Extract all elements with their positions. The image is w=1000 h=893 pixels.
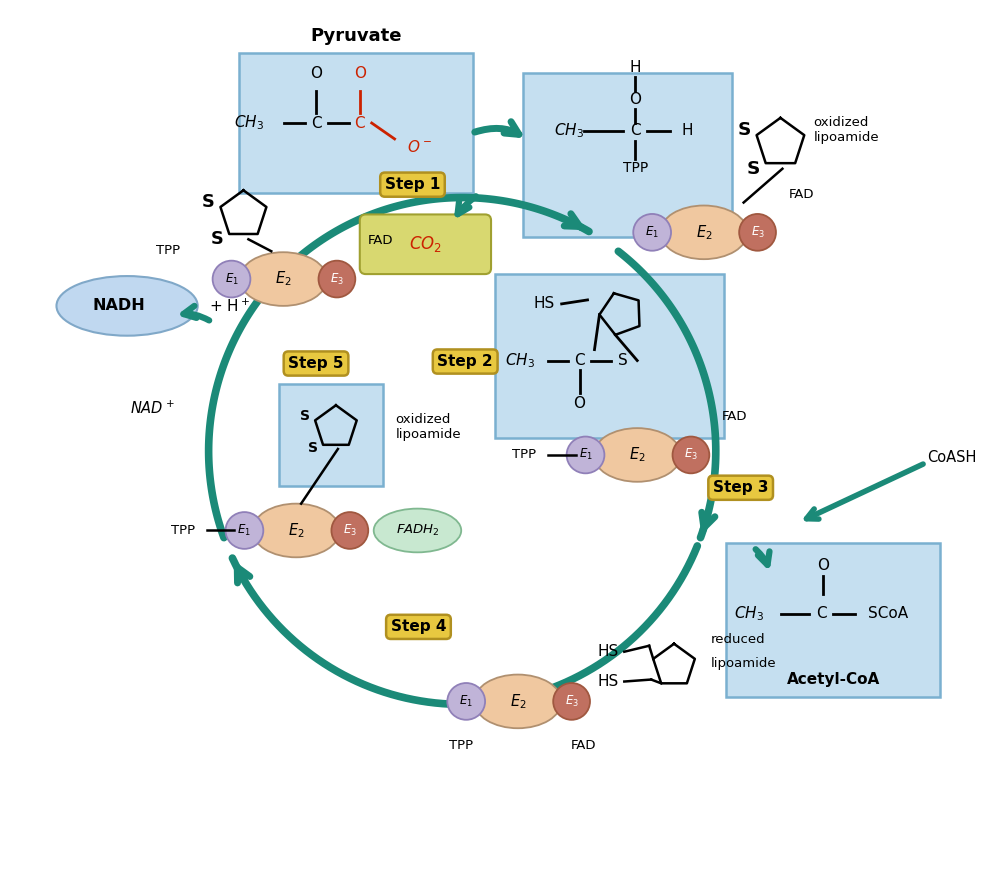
FancyBboxPatch shape: [360, 214, 491, 274]
Text: FAD: FAD: [368, 234, 393, 247]
Ellipse shape: [553, 683, 590, 720]
Text: reduced: reduced: [711, 633, 765, 647]
Ellipse shape: [673, 437, 709, 473]
Ellipse shape: [593, 428, 681, 482]
Text: lipoamide: lipoamide: [711, 657, 776, 670]
Ellipse shape: [660, 205, 748, 259]
Text: $E_3$: $E_3$: [330, 271, 344, 287]
Text: oxidized
lipoamide: oxidized lipoamide: [813, 116, 879, 144]
Text: O: O: [310, 66, 322, 81]
Text: C: C: [574, 353, 585, 368]
Text: Acetyl-CoA: Acetyl-CoA: [787, 672, 880, 687]
Ellipse shape: [374, 509, 461, 553]
Text: $CH_3$: $CH_3$: [505, 351, 535, 370]
Ellipse shape: [567, 437, 604, 473]
Ellipse shape: [319, 261, 355, 297]
Text: Pyruvate: Pyruvate: [310, 27, 402, 45]
Text: $CH_3$: $CH_3$: [554, 121, 584, 140]
Text: S: S: [308, 441, 318, 455]
Text: $E_1$: $E_1$: [459, 694, 473, 709]
Text: TPP: TPP: [171, 524, 195, 537]
FancyBboxPatch shape: [495, 273, 724, 438]
Text: O: O: [574, 396, 586, 411]
Text: S: S: [202, 193, 215, 211]
Text: $E_1$: $E_1$: [645, 225, 659, 240]
Text: HS: HS: [597, 674, 619, 689]
Text: TPP: TPP: [449, 739, 473, 752]
Ellipse shape: [213, 261, 250, 297]
Text: $E_3$: $E_3$: [565, 694, 579, 709]
Text: $E_2$: $E_2$: [629, 446, 646, 464]
Text: Step 1: Step 1: [385, 177, 440, 192]
Ellipse shape: [633, 214, 671, 251]
Text: C: C: [311, 115, 321, 130]
Ellipse shape: [474, 674, 562, 728]
Text: $E_2$: $E_2$: [288, 522, 304, 540]
Text: $E_2$: $E_2$: [696, 223, 712, 242]
Text: H: H: [682, 123, 693, 138]
Text: FAD: FAD: [722, 410, 747, 423]
FancyBboxPatch shape: [726, 543, 940, 697]
Text: O: O: [817, 558, 829, 572]
Text: $E_3$: $E_3$: [343, 523, 357, 538]
Text: $FADH_2$: $FADH_2$: [396, 523, 439, 538]
Text: O: O: [354, 66, 366, 81]
Text: HS: HS: [533, 296, 555, 312]
Text: $E_2$: $E_2$: [275, 270, 292, 288]
Text: Step 5: Step 5: [288, 356, 344, 371]
Ellipse shape: [739, 214, 776, 251]
Text: H: H: [629, 60, 641, 75]
Text: oxidized
lipoamide: oxidized lipoamide: [396, 413, 461, 441]
Text: C: C: [630, 123, 641, 138]
Text: S: S: [746, 160, 760, 178]
Text: TPP: TPP: [156, 244, 180, 257]
Text: S: S: [300, 409, 310, 423]
Text: Step 4: Step 4: [391, 620, 446, 634]
Text: $NAD^+$: $NAD^+$: [130, 399, 174, 417]
Text: Step 3: Step 3: [713, 480, 768, 496]
Text: $E_2$: $E_2$: [510, 692, 526, 711]
Text: $CO_2$: $CO_2$: [409, 234, 442, 255]
Text: TPP: TPP: [623, 161, 648, 175]
Ellipse shape: [226, 512, 263, 549]
Text: $E_1$: $E_1$: [237, 523, 251, 538]
Text: S: S: [211, 230, 224, 248]
FancyBboxPatch shape: [239, 54, 473, 193]
Text: C: C: [354, 115, 365, 130]
Text: $E_1$: $E_1$: [225, 271, 238, 287]
Text: $E_3$: $E_3$: [684, 447, 698, 463]
Text: $CH_3$: $CH_3$: [734, 605, 764, 623]
Ellipse shape: [252, 504, 340, 557]
Text: FAD: FAD: [789, 188, 814, 201]
Text: O: O: [629, 92, 641, 106]
Ellipse shape: [239, 252, 327, 306]
Text: HS: HS: [597, 644, 619, 659]
Text: TPP: TPP: [512, 448, 536, 462]
Text: NADH: NADH: [93, 298, 146, 313]
Ellipse shape: [331, 512, 368, 549]
Text: $CH_3$: $CH_3$: [234, 113, 264, 132]
Text: + H$^+$: + H$^+$: [209, 297, 250, 314]
Ellipse shape: [56, 276, 198, 336]
Text: CoASH: CoASH: [928, 450, 977, 465]
Text: $E_1$: $E_1$: [579, 447, 592, 463]
Text: S: S: [737, 121, 751, 138]
Text: C: C: [816, 606, 827, 622]
Text: $O^-$: $O^-$: [407, 139, 432, 154]
Text: Step 2: Step 2: [437, 354, 493, 369]
Text: $E_3$: $E_3$: [751, 225, 765, 240]
FancyBboxPatch shape: [279, 384, 383, 486]
Text: FAD: FAD: [571, 739, 596, 752]
Ellipse shape: [447, 683, 485, 720]
FancyBboxPatch shape: [523, 73, 732, 237]
Text: SCoA: SCoA: [868, 606, 908, 622]
Text: S: S: [618, 353, 628, 368]
